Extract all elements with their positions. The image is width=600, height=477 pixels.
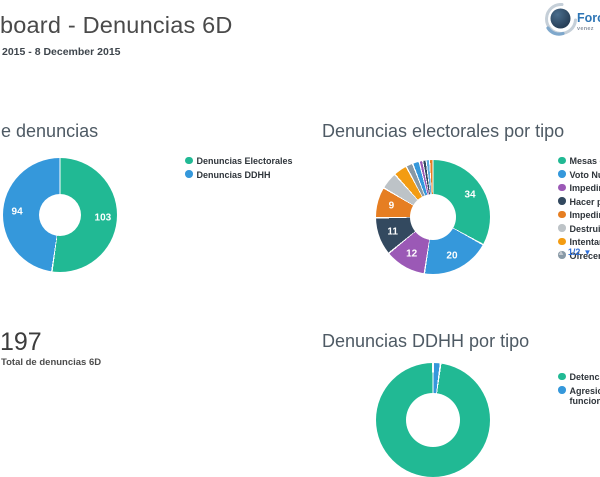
legend-label: Impedir [570, 183, 600, 194]
legend-item[interactable]: Detenci [558, 372, 600, 383]
widget-title-ddhh: Denuncias DDHH por tipo [322, 331, 529, 352]
legend-color-dot [558, 238, 566, 246]
legend-item[interactable]: Impedir [558, 210, 600, 221]
slice-value-label: 11 [387, 226, 398, 237]
pagination-down-icon[interactable]: ▼ [583, 248, 591, 257]
legend-pagination: ▲ 1/2 ▼ [557, 247, 591, 257]
legend-label: Agresiofunciona [570, 386, 600, 407]
legend-item[interactable]: Denuncias DDHH [185, 170, 293, 181]
legend-label: Intentar [570, 237, 600, 248]
legend-label: Hacer p [570, 197, 600, 208]
legend-label: Denuncias DDHH [197, 170, 271, 181]
legend-label: Destruir [570, 224, 600, 235]
logo-subtext: venez [577, 26, 594, 32]
legend-color-dot [558, 211, 566, 219]
page-title: board - Denuncias 6D [0, 12, 233, 39]
legend-item[interactable]: Denuncias Electorales [185, 156, 293, 167]
legend-label: Voto Nu [570, 170, 600, 181]
slice-value-label: 34 [464, 190, 475, 201]
donut-hole [39, 194, 81, 236]
legend-color-dot [185, 170, 193, 178]
logo-wordmark: Foro [577, 11, 600, 25]
legend-color-dot [558, 197, 566, 205]
pagination-up-icon[interactable]: ▲ [557, 248, 565, 257]
date-range: 2015 - 8 December 2015 [2, 46, 121, 58]
legend-color-dot [558, 170, 566, 178]
legend-label: Detenci [570, 372, 600, 383]
donut-hole [406, 393, 460, 447]
legend-item[interactable]: Intentar [558, 237, 600, 248]
legend-color-dot [558, 184, 566, 192]
legend-label: Mesas e [570, 156, 600, 167]
total-denuncias-value: 197 [0, 328, 42, 357]
donut-chart-electorales[interactable]: 34 20 12 11 9 [376, 160, 490, 274]
slice-value-label: 103 [95, 213, 112, 224]
legend-tipo-denuncias: Denuncias Electorales Denuncias DDHH [185, 156, 293, 183]
logo[interactable]: Foro venez [538, 3, 600, 45]
total-denuncias-label: Total de denuncias 6D [1, 357, 101, 368]
donut-hole [410, 194, 456, 240]
legend-item[interactable]: Voto Nu [558, 170, 600, 181]
slice-value-label: 94 [12, 206, 23, 217]
legend-item[interactable]: Destruir [558, 224, 600, 235]
pagination-page-label: 1/2 [568, 247, 581, 257]
legend-ddhh: Detenci Agresiofunciona [558, 372, 600, 410]
slice-value-label: 9 [389, 200, 395, 211]
legend-color-dot [558, 224, 566, 232]
legend-item[interactable]: Impedir [558, 183, 600, 194]
widget-title-electorales: Denuncias electorales por tipo [322, 121, 564, 142]
legend-color-dot [185, 157, 193, 165]
legend-color-dot [558, 157, 566, 165]
legend-color-dot [558, 373, 566, 381]
slice-value-label: 20 [446, 250, 457, 261]
legend-label: Denuncias Electorales [197, 156, 293, 167]
legend-item[interactable]: Agresiofunciona [558, 386, 600, 407]
slice-value-label: 12 [406, 249, 417, 260]
legend-item[interactable]: Mesas e [558, 156, 600, 167]
widget-title-tipo-denuncias: de denuncias [0, 121, 98, 142]
donut-chart-ddhh[interactable] [376, 363, 490, 477]
legend-color-dot [558, 386, 566, 394]
legend-label: Impedir [570, 210, 600, 221]
donut-chart-tipo-denuncias[interactable]: 103 94 [3, 158, 117, 272]
legend-item[interactable]: Hacer p [558, 197, 600, 208]
logo-swirl-icon [538, 3, 578, 45]
